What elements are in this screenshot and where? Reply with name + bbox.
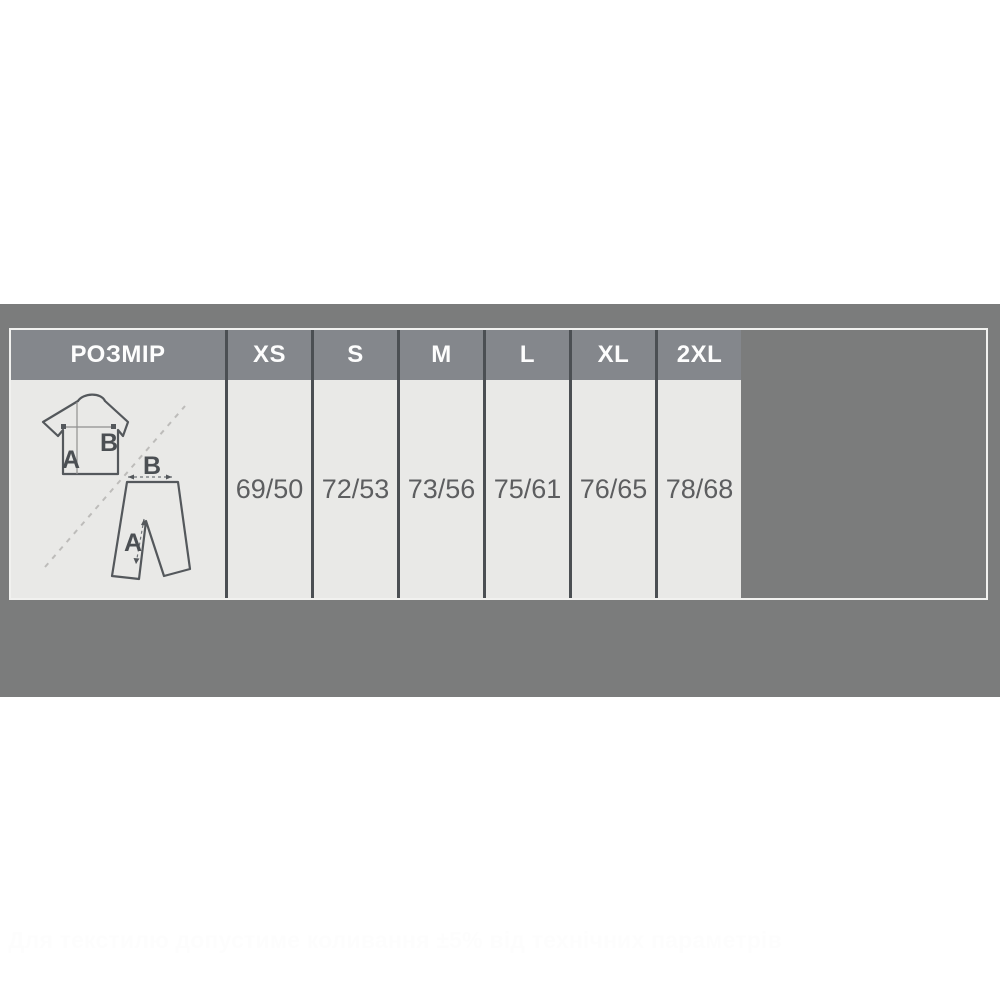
header-cell-xs: XS [228, 330, 311, 380]
column-xl: XL 76/65 [569, 330, 655, 598]
column-m: M 73/56 [397, 330, 483, 598]
shirt-length-label: A [62, 446, 80, 474]
empty-frame-area [741, 330, 986, 598]
value-cell-2xl: 78/68 [658, 380, 741, 598]
pants-width-arrow-right [166, 474, 172, 480]
pants-length-line [135, 518, 145, 565]
pants-width-arrow-left [128, 474, 134, 480]
pants-length-arrow-top [141, 519, 147, 526]
size-table: РОЗМІР A B [11, 330, 741, 598]
column-l: L 75/61 [483, 330, 569, 598]
header-cell-2xl: 2XL [658, 330, 741, 380]
column-s: S 72/53 [311, 330, 397, 598]
value-cell-xs: 69/50 [228, 380, 311, 598]
column-rozmir: РОЗМІР A B [11, 330, 225, 598]
header-cell-l: L [486, 330, 569, 380]
pants-length-arrow-bottom [133, 558, 140, 564]
table-frame: РОЗМІР A B [9, 328, 988, 600]
pants-length-label: A [124, 529, 142, 557]
header-cell-s: S [314, 330, 397, 380]
header-cell-rozmir: РОЗМІР [11, 330, 225, 380]
tolerance-note: Для текстилю допустиме коливання ±5% від… [8, 927, 782, 953]
pants-width-label: B [143, 452, 161, 480]
column-xs: XS 69/50 [225, 330, 311, 598]
value-cell-m: 73/56 [400, 380, 483, 598]
size-chart-panel: РОЗМІР A B [0, 304, 1000, 953]
pants-outline [110, 480, 192, 581]
column-2xl: 2XL 78/68 [655, 330, 741, 598]
value-cell-xl: 76/65 [572, 380, 655, 598]
shirt-width-label: B [100, 429, 118, 457]
header-cell-xl: XL [572, 330, 655, 380]
shirt-width-tick-right [111, 424, 116, 429]
header-cell-m: M [400, 330, 483, 380]
value-cell-l: 75/61 [486, 380, 569, 598]
garment-diagram-cell: A B B A [11, 380, 225, 598]
shirt-width-tick-left [61, 424, 66, 429]
tshirt-outline [41, 393, 130, 476]
garment-diagram: A B B A [41, 393, 192, 581]
diagonal-dashed-line [44, 405, 186, 568]
value-cell-s: 72/53 [314, 380, 397, 598]
